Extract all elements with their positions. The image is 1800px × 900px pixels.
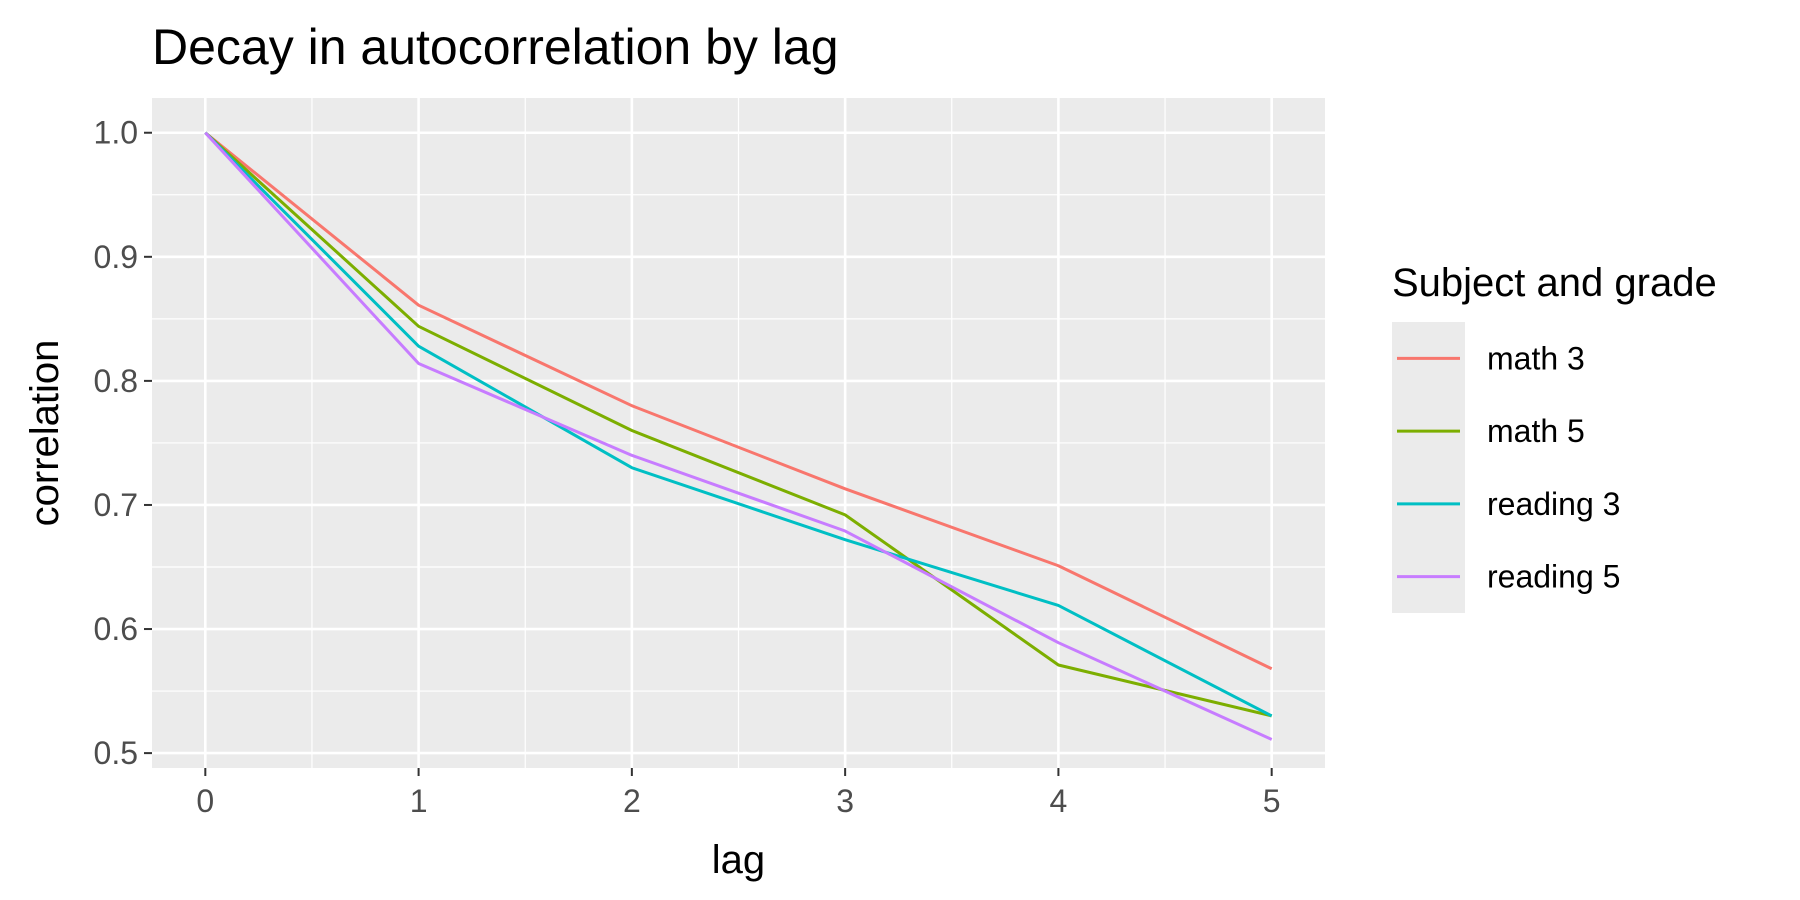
y-tick-label: 0.9 xyxy=(94,239,138,275)
y-tick-label: 0.7 xyxy=(94,487,138,523)
y-axis-title: correlation xyxy=(23,340,67,527)
chart-title: Decay in autocorrelation by lag xyxy=(152,19,839,75)
y-axis-ticks: 0.5 0.6 0.7 0.8 0.9 1.0 xyxy=(94,115,152,771)
x-axis-ticks: 0 1 2 3 4 5 xyxy=(196,768,1281,819)
legend-items: math 3 math 5 reading 3 reading 5 xyxy=(1397,340,1620,595)
x-tick-label: 4 xyxy=(1050,783,1068,819)
x-tick-label: 0 xyxy=(196,783,214,819)
y-tick-label: 0.5 xyxy=(94,735,138,771)
y-tick-label: 1.0 xyxy=(94,115,138,151)
y-tick-label: 0.8 xyxy=(94,363,138,399)
minor-gridlines xyxy=(152,98,1325,768)
legend-label-reading-3: reading 3 xyxy=(1487,486,1620,522)
legend-label-math-5: math 5 xyxy=(1487,413,1585,449)
y-tick-label: 0.6 xyxy=(94,611,138,647)
legend-label-math-3: math 3 xyxy=(1487,340,1585,376)
legend-label-reading-5: reading 5 xyxy=(1487,559,1620,595)
x-tick-label: 2 xyxy=(623,783,641,819)
x-tick-label: 3 xyxy=(836,783,854,819)
series-line-math-3 xyxy=(204,131,1273,671)
series-line-math-5 xyxy=(204,131,1273,718)
series-line-reading-5 xyxy=(204,131,1273,741)
series-line-reading-3 xyxy=(204,131,1273,718)
series-lines xyxy=(204,131,1273,741)
legend: Subject and grade math 3 math 5 reading 3 r… xyxy=(1392,261,1717,613)
x-tick-label: 1 xyxy=(410,783,428,819)
x-axis-title: lag xyxy=(712,838,765,882)
x-tick-label: 5 xyxy=(1263,783,1281,819)
legend-title: Subject and grade xyxy=(1392,261,1717,305)
legend-key-background xyxy=(1392,322,1465,613)
